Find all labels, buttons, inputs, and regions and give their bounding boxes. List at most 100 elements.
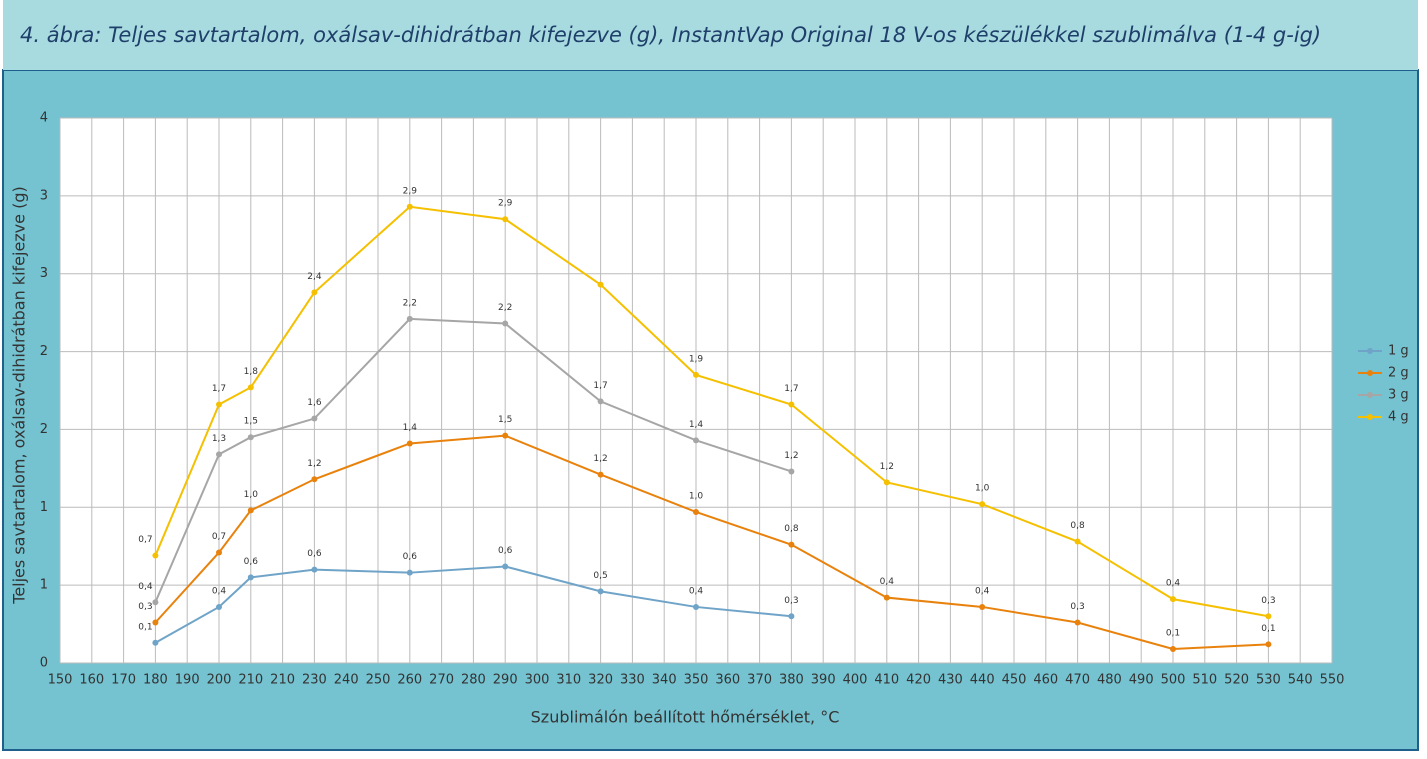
data-point xyxy=(788,613,795,620)
data-label: 1,5 xyxy=(244,417,258,427)
x-tick-label: 540 xyxy=(1288,673,1313,688)
legend-label: 1 g xyxy=(1388,344,1409,359)
data-label: 0,3 xyxy=(784,596,798,606)
y-tick-label: 0 xyxy=(40,656,48,671)
data-point xyxy=(216,401,222,408)
x-tick-label: 270 xyxy=(429,673,454,688)
data-label: 2,2 xyxy=(403,298,417,308)
chart-title: 4. ábra: Teljes savtartalom, oxálsav-dih… xyxy=(20,23,1321,47)
data-label: 0,1 xyxy=(138,622,152,632)
data-point xyxy=(1265,641,1272,648)
data-point xyxy=(247,434,254,441)
data-label: 2,2 xyxy=(498,303,512,313)
legend-label: 3 g xyxy=(1388,388,1409,403)
x-tick-label: 210 xyxy=(238,673,263,688)
data-point xyxy=(311,289,318,296)
data-label: 1,2 xyxy=(784,451,798,461)
x-tick-label: 400 xyxy=(843,673,868,688)
x-tick-label: 180 xyxy=(143,673,168,688)
x-tick-label: 160 xyxy=(79,673,104,688)
x-tick-label: 440 xyxy=(970,673,995,688)
data-point xyxy=(979,501,986,508)
data-point xyxy=(788,401,795,408)
data-point xyxy=(311,566,318,573)
x-tick-label: 260 xyxy=(397,673,422,688)
x-tick-label: 390 xyxy=(811,673,836,688)
x-tick-label: 310 xyxy=(556,673,581,688)
data-label: 1,2 xyxy=(593,454,607,464)
series-line xyxy=(154,205,1269,618)
data-point xyxy=(216,549,222,556)
data-label: 0,5 xyxy=(593,571,607,581)
data-label: 2,9 xyxy=(498,199,513,209)
legend-label: 2 g xyxy=(1388,366,1409,381)
y-tick-label: 4 xyxy=(40,111,48,126)
data-label: 1,2 xyxy=(880,462,894,472)
data-point xyxy=(311,476,318,483)
y-tick-label: 1 xyxy=(40,500,48,515)
data-point xyxy=(1074,619,1081,626)
legend-marker xyxy=(1367,348,1373,354)
y-axis-label: Teljes savtartalom, oxálsav-dihidrátban … xyxy=(10,186,29,604)
x-tick-label: 530 xyxy=(1256,673,1281,688)
data-label: 0,4 xyxy=(212,586,227,596)
x-tick-label: 340 xyxy=(652,673,677,688)
x-axis-label: Szublimálón beállított hőmérséklet, °C xyxy=(531,708,840,727)
data-point xyxy=(597,588,604,595)
data-label: 0,3 xyxy=(1261,596,1275,606)
x-tick-label: 170 xyxy=(111,673,136,688)
data-point xyxy=(597,398,604,405)
data-point xyxy=(406,315,413,322)
x-tick-label: 380 xyxy=(779,673,804,688)
data-label: 1,7 xyxy=(593,381,607,391)
x-tick-label: 360 xyxy=(715,673,740,688)
data-label: 0,6 xyxy=(403,552,418,562)
data-point xyxy=(1074,538,1081,545)
y-tick-label: 2 xyxy=(40,344,48,359)
x-tick-label: 510 xyxy=(1192,673,1217,688)
x-tick-label: 350 xyxy=(684,673,709,688)
data-label: 0,7 xyxy=(212,532,226,542)
data-point xyxy=(979,603,986,610)
data-label: 0,1 xyxy=(1166,628,1180,638)
data-label: 0,4 xyxy=(975,586,990,596)
x-tick-label: 470 xyxy=(1065,673,1090,688)
data-point xyxy=(406,440,413,447)
data-label: 0,6 xyxy=(244,557,259,567)
data-point xyxy=(311,415,318,422)
data-point xyxy=(1170,645,1176,652)
data-label: 1,7 xyxy=(212,384,226,394)
data-point xyxy=(247,384,254,391)
data-label: 2,4 xyxy=(307,272,322,282)
x-tick-label: 370 xyxy=(747,673,772,688)
data-point xyxy=(693,371,699,378)
data-label: 1,0 xyxy=(689,491,704,501)
x-tick-label: 200 xyxy=(207,673,232,688)
x-tick-label: 430 xyxy=(938,673,963,688)
data-point xyxy=(152,552,159,559)
y-tick-label: 3 xyxy=(40,266,48,281)
data-point xyxy=(597,471,604,478)
x-tick-label: 230 xyxy=(302,673,327,688)
data-point xyxy=(502,216,509,223)
legend-marker xyxy=(1367,392,1373,398)
data-point xyxy=(693,508,699,515)
data-point xyxy=(788,541,795,548)
data-point xyxy=(216,603,222,610)
y-tick-label: 3 xyxy=(40,188,48,203)
x-tick-label: 490 xyxy=(1129,673,1154,688)
x-tick-label: 240 xyxy=(334,673,359,688)
x-tick-label: 420 xyxy=(906,673,931,688)
x-tick-label: 320 xyxy=(588,673,613,688)
legend-marker xyxy=(1367,370,1373,376)
x-tick-label: 300 xyxy=(525,673,550,688)
x-tick-label: 520 xyxy=(1224,673,1249,688)
data-label: 0,7 xyxy=(138,535,152,545)
data-point xyxy=(406,569,413,576)
x-tick-label: 410 xyxy=(874,673,899,688)
data-point xyxy=(788,468,795,475)
x-tick-label: 150 xyxy=(48,673,73,688)
data-point xyxy=(693,437,699,444)
